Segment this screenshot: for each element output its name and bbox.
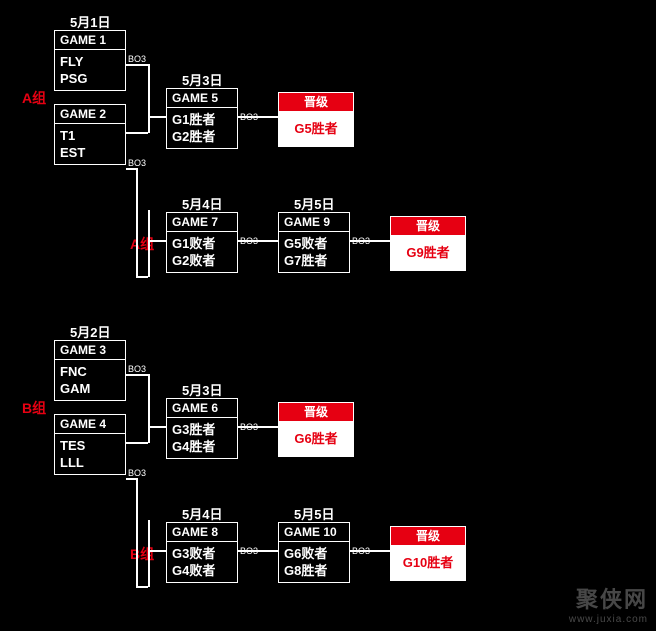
connector-line <box>126 64 148 66</box>
connector-line <box>126 132 148 134</box>
game-teams: G6败者G8胜者 <box>279 542 349 582</box>
connector-line <box>136 168 138 276</box>
connector-line <box>126 374 148 376</box>
connector-line <box>148 210 150 277</box>
date-label: 5月3日 <box>182 70 222 89</box>
game-header: GAME 2 <box>55 105 125 124</box>
game-header: GAME 3 <box>55 341 125 360</box>
bracket-canvas: 5月1日 5月3日 5月4日 5月5日 5月2日 5月3日 5月4日 5月5日 A组 A组 B组 B组… <box>0 0 656 631</box>
date-label: 5月3日 <box>182 380 222 399</box>
advance-box-a9: 晋级G9胜者 <box>390 216 466 271</box>
game-box-g7: GAME 7G1败者G2败者 <box>166 212 238 273</box>
game-teams: G3胜者G4胜者 <box>167 418 237 458</box>
advance-box-a5: 晋级G5胜者 <box>278 92 354 147</box>
game-box-g8: GAME 8G3败者G4败者 <box>166 522 238 583</box>
connector-line <box>126 442 148 444</box>
group-label: B组 <box>130 544 154 564</box>
bo3-label: BO3 <box>128 158 146 168</box>
game-teams: FNCGAM <box>55 360 125 400</box>
connector-line <box>148 240 166 242</box>
date-label: 5月1日 <box>70 12 110 31</box>
game-teams: G5败者G7胜者 <box>279 232 349 272</box>
game-box-g6: GAME 6G3胜者G4胜者 <box>166 398 238 459</box>
bo3-label: BO3 <box>128 54 146 64</box>
group-label: A组 <box>130 234 154 254</box>
game-header: GAME 1 <box>55 31 125 50</box>
game-header: GAME 8 <box>167 523 237 542</box>
game-header: GAME 5 <box>167 89 237 108</box>
connector-line <box>148 550 166 552</box>
connector-line <box>136 586 148 588</box>
advance-header: 晋级 <box>279 93 353 111</box>
connector-line <box>148 374 150 443</box>
bo3-label: BO3 <box>128 468 146 478</box>
game-teams: G1败者G2败者 <box>167 232 237 272</box>
advance-box-a10: 晋级G10胜者 <box>390 526 466 581</box>
connector-line <box>148 520 150 587</box>
game-box-g10: GAME 10G6败者G8胜者 <box>278 522 350 583</box>
advance-header: 晋级 <box>391 527 465 545</box>
date-label: 5月5日 <box>294 504 334 523</box>
date-label: 5月4日 <box>182 194 222 213</box>
game-box-g2: GAME 2T1EST <box>54 104 126 165</box>
game-teams: TESLLL <box>55 434 125 474</box>
game-box-g1: GAME 1FLYPSG <box>54 30 126 91</box>
connector-line <box>238 426 278 428</box>
game-teams: FLYPSG <box>55 50 125 90</box>
date-label: 5月2日 <box>70 322 110 341</box>
date-label: 5月4日 <box>182 504 222 523</box>
game-header: GAME 4 <box>55 415 125 434</box>
connector-line <box>148 426 166 428</box>
game-teams: T1EST <box>55 124 125 164</box>
date-label: 5月5日 <box>294 194 334 213</box>
group-label: B组 <box>22 398 46 418</box>
game-header: GAME 10 <box>279 523 349 542</box>
connector-line <box>238 116 278 118</box>
connector-line <box>350 240 390 242</box>
game-header: GAME 9 <box>279 213 349 232</box>
advance-winner: G10胜者 <box>391 545 465 580</box>
game-box-g9: GAME 9G5败者G7胜者 <box>278 212 350 273</box>
connector-line <box>148 64 150 133</box>
game-box-g4: GAME 4TESLLL <box>54 414 126 475</box>
connector-line <box>238 550 278 552</box>
advance-winner: G5胜者 <box>279 111 353 146</box>
game-header: GAME 7 <box>167 213 237 232</box>
bo3-label: BO3 <box>128 364 146 374</box>
connector-line <box>136 276 148 278</box>
game-teams: G1胜者G2胜者 <box>167 108 237 148</box>
connector-line <box>136 478 138 586</box>
game-header: GAME 6 <box>167 399 237 418</box>
game-teams: G3败者G4败者 <box>167 542 237 582</box>
advance-winner: G6胜者 <box>279 421 353 456</box>
connector-line <box>350 550 390 552</box>
game-box-g3: GAME 3FNCGAM <box>54 340 126 401</box>
game-box-g5: GAME 5G1胜者G2胜者 <box>166 88 238 149</box>
advance-winner: G9胜者 <box>391 235 465 270</box>
advance-box-a6: 晋级G6胜者 <box>278 402 354 457</box>
advance-header: 晋级 <box>279 403 353 421</box>
connector-line <box>148 116 166 118</box>
connector-line <box>238 240 278 242</box>
advance-header: 晋级 <box>391 217 465 235</box>
group-label: A组 <box>22 88 46 108</box>
